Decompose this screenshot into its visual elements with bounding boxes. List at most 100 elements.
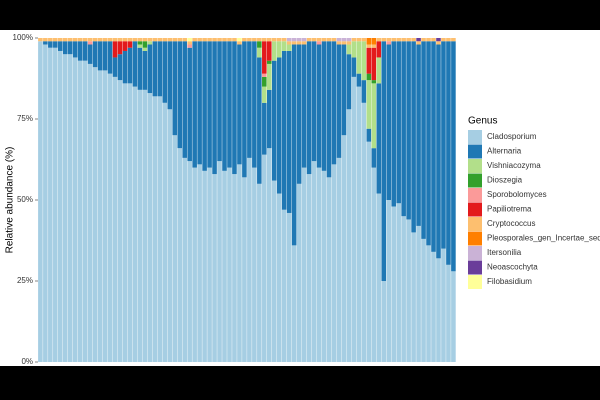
bar-segment (192, 41, 197, 168)
bar-segment (137, 38, 143, 42)
bar-segment (82, 38, 88, 42)
bar-segment (187, 47, 192, 162)
bar-segment (177, 148, 183, 362)
bar-segment (371, 44, 377, 48)
bar-segment (346, 54, 352, 110)
bar-segment (107, 73, 113, 362)
bar-segment (361, 41, 367, 81)
bar-segment (406, 219, 411, 362)
bar-segment (202, 170, 207, 362)
bar-segment (331, 41, 337, 165)
bar-segment (411, 38, 416, 42)
bar-segment (262, 76, 267, 87)
bar-segment (267, 38, 272, 42)
bar-segment (376, 57, 382, 84)
bar-segment (38, 38, 43, 42)
bar-segment (157, 96, 163, 362)
bar-segment (316, 167, 322, 362)
bar-segment (162, 102, 168, 363)
bar-segment (187, 44, 192, 48)
bar-segment (97, 70, 103, 363)
bar-segment (336, 41, 342, 45)
y-tick-label: 100% (13, 33, 33, 42)
bar-segment (341, 38, 347, 42)
bar-segment (441, 248, 446, 362)
bar-segment (311, 38, 317, 42)
bar-segment (157, 41, 163, 97)
bar-segment (331, 164, 337, 362)
bar-segment (376, 83, 382, 194)
bar-segment (92, 38, 98, 42)
bar-segment (197, 41, 202, 165)
bar-segment (162, 38, 168, 42)
bar-segment (411, 232, 416, 362)
bar-segment (346, 41, 352, 45)
legend-title: Genus (468, 116, 497, 127)
bar-segment (262, 73, 267, 77)
bar-segment (187, 38, 192, 42)
bar-segment (267, 41, 272, 61)
bar-segment (366, 73, 372, 81)
bar-segment (177, 41, 183, 149)
bar-segment (451, 38, 456, 42)
bar-segment (38, 41, 43, 363)
bar-segment (77, 60, 83, 363)
bar-segment (82, 41, 88, 61)
bar-segment (257, 38, 262, 42)
bar-segment (87, 38, 93, 42)
legend-key (468, 159, 482, 173)
bar-segment (381, 41, 387, 281)
bar-segment (87, 41, 93, 45)
legend-key (468, 130, 482, 144)
bar-segment (247, 157, 252, 362)
bar-segment (58, 38, 63, 42)
bar-segment (227, 41, 232, 168)
bar-segment (62, 41, 68, 55)
bar-segment (366, 128, 372, 142)
bar-segment (401, 38, 406, 42)
bar-segment (411, 41, 416, 233)
bar-segment (446, 38, 451, 42)
bar-segment (346, 109, 352, 362)
bar-segment (267, 148, 272, 362)
bar-segment (58, 41, 63, 51)
y-tick-label: 75% (17, 114, 33, 123)
bar-segment (267, 89, 272, 149)
bar-segment (137, 41, 143, 45)
bar-segment (291, 38, 297, 42)
bar-segment (147, 44, 153, 94)
bar-segment (371, 83, 377, 149)
bar-segment (107, 41, 113, 74)
bar-segment (252, 41, 257, 168)
bar-segment (386, 38, 392, 42)
bar-segment (257, 47, 262, 58)
bar-segment (286, 41, 292, 45)
bar-segment (296, 41, 302, 45)
bar-segment (286, 38, 292, 42)
bar-segment (112, 76, 118, 362)
bar-segment (321, 38, 327, 42)
bar-segment (451, 41, 456, 272)
bar-segment (172, 38, 178, 42)
bar-segment (192, 38, 197, 42)
bar-segment (401, 41, 406, 217)
bar-segment (416, 38, 421, 42)
bar-segment (137, 47, 143, 90)
bar-segment (67, 54, 73, 362)
bar-segment (356, 41, 362, 74)
bar-segment (257, 41, 262, 48)
bar-segment (406, 41, 411, 220)
bar-segment (262, 41, 267, 74)
bar-segment (296, 44, 302, 184)
bar-segment (242, 41, 247, 178)
bar-segment (142, 38, 148, 42)
bar-segment (177, 38, 183, 42)
bar-segment (127, 38, 133, 42)
bar-segment (167, 41, 173, 110)
bar-segment (386, 41, 392, 45)
bar-segment (276, 41, 282, 58)
bar-segment (391, 41, 396, 207)
bar-segment (222, 41, 227, 171)
